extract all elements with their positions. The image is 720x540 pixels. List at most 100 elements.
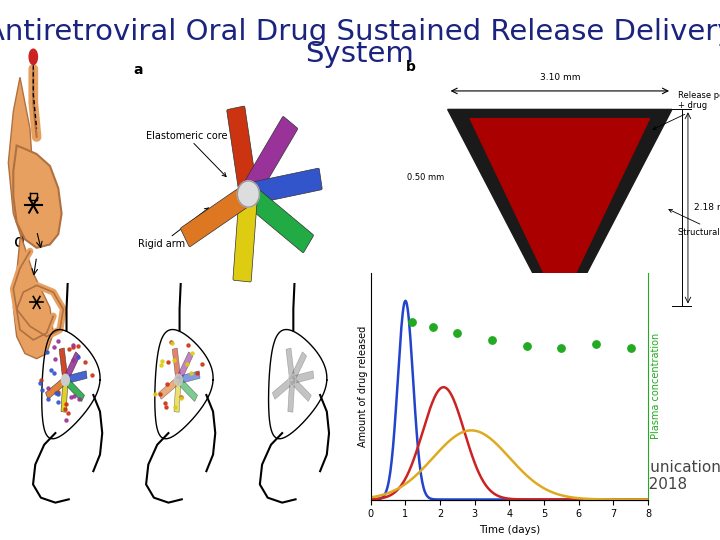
Point	[182, 340, 194, 349]
FancyBboxPatch shape	[174, 381, 181, 412]
Point	[168, 355, 180, 364]
Ellipse shape	[288, 374, 296, 386]
Ellipse shape	[174, 374, 182, 386]
Text: Kirtane A, et al.  Nature Communications: Kirtane A, et al. Nature Communications	[415, 461, 720, 476]
FancyBboxPatch shape	[181, 186, 251, 247]
Point	[72, 353, 84, 361]
Point	[49, 355, 60, 363]
Point	[169, 403, 181, 411]
Ellipse shape	[61, 374, 69, 386]
Point	[166, 339, 177, 347]
FancyBboxPatch shape	[233, 196, 257, 282]
Text: Elastomeric core: Elastomeric core	[145, 131, 227, 177]
FancyBboxPatch shape	[65, 378, 84, 401]
Point	[68, 341, 79, 349]
FancyBboxPatch shape	[177, 352, 193, 381]
Point	[79, 357, 91, 366]
Point	[60, 416, 72, 424]
Point	[625, 344, 636, 353]
Point	[186, 349, 197, 357]
FancyBboxPatch shape	[288, 381, 294, 412]
Text: d: d	[14, 233, 25, 251]
FancyBboxPatch shape	[61, 381, 68, 412]
Text: 3.10 mm: 3.10 mm	[539, 73, 580, 82]
FancyBboxPatch shape	[286, 348, 294, 380]
Polygon shape	[470, 119, 649, 306]
Point	[155, 361, 166, 370]
Text: 2.18 mm: 2.18 mm	[694, 204, 720, 212]
Point	[41, 348, 53, 356]
Polygon shape	[9, 77, 53, 359]
Point	[181, 360, 193, 368]
Point	[407, 318, 418, 327]
FancyBboxPatch shape	[172, 348, 181, 380]
Point	[161, 403, 172, 411]
Text: System: System	[305, 40, 415, 68]
Point	[163, 357, 174, 366]
Point	[52, 336, 63, 345]
Text: 2018. Courtesy of Scarsi AIDS 2018: 2018. Courtesy of Scarsi AIDS 2018	[415, 477, 687, 492]
FancyBboxPatch shape	[45, 377, 66, 399]
Point	[35, 375, 46, 384]
Point	[156, 357, 168, 366]
Text: Release polymer
+ drug: Release polymer + drug	[653, 91, 720, 130]
Point	[451, 329, 463, 338]
FancyBboxPatch shape	[272, 377, 293, 399]
Point	[197, 360, 208, 368]
FancyBboxPatch shape	[243, 117, 297, 197]
FancyBboxPatch shape	[291, 352, 307, 381]
Text: a: a	[133, 63, 143, 77]
Point	[176, 393, 187, 402]
Point	[590, 340, 602, 348]
Point	[65, 393, 76, 402]
Point	[159, 399, 171, 407]
Point	[556, 344, 567, 353]
Y-axis label: Plasma concentration: Plasma concentration	[651, 333, 661, 439]
Point	[161, 379, 172, 388]
Point	[42, 395, 54, 403]
Y-axis label: Amount of drug released: Amount of drug released	[358, 326, 368, 447]
Point	[73, 341, 84, 350]
FancyBboxPatch shape	[292, 371, 314, 383]
FancyBboxPatch shape	[66, 371, 87, 383]
Text: Structural polymer: Structural polymer	[669, 210, 720, 237]
Point	[73, 394, 85, 403]
Point	[50, 389, 61, 397]
Point	[67, 343, 78, 352]
Ellipse shape	[29, 49, 37, 64]
Point	[52, 397, 63, 406]
Point	[150, 390, 161, 399]
Polygon shape	[448, 110, 672, 325]
FancyBboxPatch shape	[179, 371, 200, 383]
Point	[68, 356, 79, 365]
FancyBboxPatch shape	[249, 168, 322, 204]
Point	[48, 343, 60, 352]
Text: Rigid arm: Rigid arm	[138, 208, 209, 248]
Polygon shape	[14, 145, 62, 248]
Point	[192, 369, 203, 377]
FancyBboxPatch shape	[178, 378, 197, 401]
Text: b: b	[406, 60, 416, 74]
Point	[60, 405, 71, 414]
FancyBboxPatch shape	[246, 187, 313, 253]
Point	[36, 386, 48, 394]
Point	[42, 383, 54, 392]
Point	[48, 369, 59, 377]
Point	[86, 370, 98, 379]
Point	[521, 342, 533, 350]
FancyBboxPatch shape	[158, 377, 179, 399]
FancyBboxPatch shape	[64, 352, 80, 381]
Text: 0.50 mm: 0.50 mm	[407, 173, 444, 181]
Point	[45, 366, 56, 375]
Point	[154, 390, 166, 399]
Ellipse shape	[238, 181, 259, 207]
Point	[60, 400, 72, 408]
Point	[63, 409, 74, 418]
FancyBboxPatch shape	[227, 106, 257, 193]
Point	[428, 322, 439, 331]
Point	[53, 390, 64, 399]
FancyBboxPatch shape	[292, 378, 311, 401]
Text: R0.50 mm: R0.50 mm	[416, 331, 459, 340]
Point	[63, 345, 75, 353]
Text: Antiretroviral Oral Drug Sustained Release Delivery: Antiretroviral Oral Drug Sustained Relea…	[0, 18, 720, 46]
